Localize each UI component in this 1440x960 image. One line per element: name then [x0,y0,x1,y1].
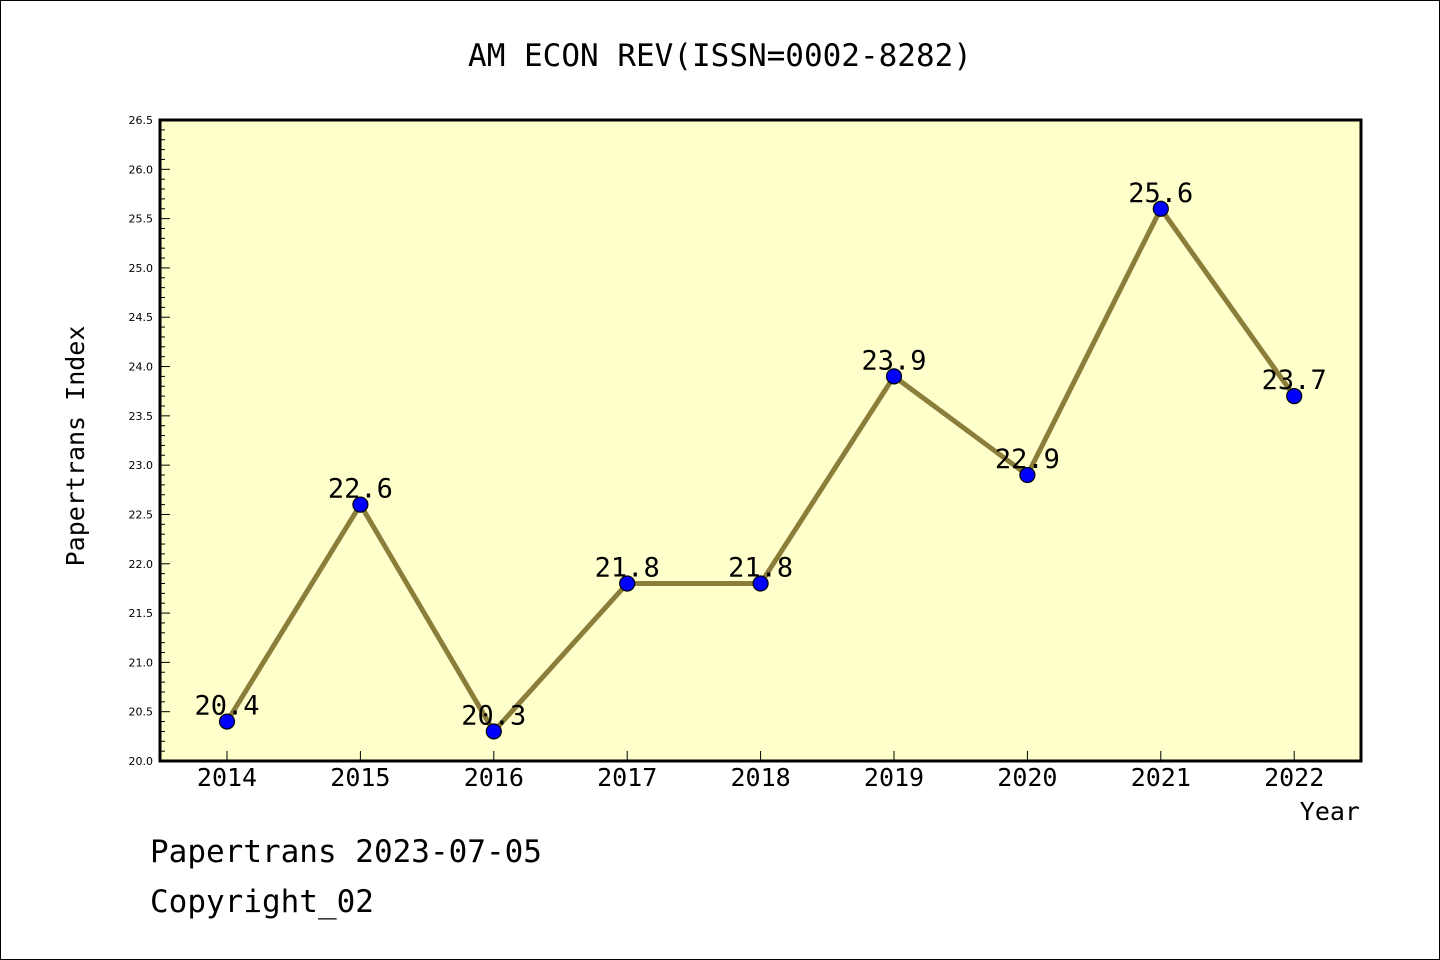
y-tick-label: 24.0 [129,361,154,374]
x-tick-label: 2014 [197,763,257,792]
data-label: 21.8 [595,552,660,583]
data-point [752,575,769,592]
plot-area [158,118,1363,763]
x-tick-label: 2018 [730,763,790,792]
y-tick-label: 24.5 [129,311,154,324]
x-tick-label: 2022 [1264,763,1324,792]
x-tick-label: 2016 [464,763,524,792]
y-tick-label: 20.5 [129,706,154,719]
data-point [218,713,236,730]
x-tick-label: 2020 [997,763,1057,792]
y-tick-label: 21.5 [129,607,154,620]
x-tick-label: 2021 [1131,763,1191,792]
data-labels: 20.4 22.6 20.3 21.8 21.8 23.9 22.9 25.6 23.7 [194,178,1326,732]
footer-copyright-line: Copyright_02 [150,884,374,920]
y-axis-label: Papertrans Index [61,326,90,567]
x-tick-label: 2015 [330,763,390,792]
y-tick-label: 25.5 [129,213,154,226]
y-tick-label: 21.0 [129,656,154,669]
data-label: 22.6 [328,474,393,505]
data-point [1152,200,1169,217]
data-point [485,723,502,740]
y-tick-label: 23.0 [129,459,154,472]
x-axis-label: Year [1300,797,1360,826]
data-point [1286,388,1303,405]
data-label: 23.9 [861,345,926,376]
x-tick-label: 2017 [597,763,657,792]
chart-title: AM ECON REV(ISSN=0002-8282) [468,38,972,74]
data-label: 25.6 [1128,178,1193,209]
x-axis: 2014 2015 2016 2017 2018 2019 2020 2021 2022 [197,751,1324,792]
y-tick-label: 22.5 [129,508,154,521]
data-point [619,575,636,592]
y-tick-label: 22.0 [129,558,154,571]
data-point [352,496,369,513]
y-tick-label: 26.0 [129,163,154,176]
y-axis: 20.0 20.5 21.0 21.5 22.0 22.5 23.0 23.5 24.0 24.5… [129,114,170,768]
y-tick-label: 20.0 [129,755,154,768]
x-tick-label: 2019 [864,763,924,792]
data-points [218,200,1303,740]
data-label: 21.8 [728,552,793,583]
data-label: 23.7 [1262,365,1327,396]
data-point [885,368,903,385]
y-tick-label: 25.0 [129,262,154,275]
data-point [1019,466,1036,484]
data-label: 22.9 [995,444,1060,475]
y-tick-label: 23.5 [129,410,154,423]
data-label: 20.3 [461,700,526,731]
data-label: 20.4 [194,691,259,722]
y-tick-label: 26.5 [129,114,154,127]
footer-date-line: Papertrans 2023-07-05 [150,834,542,870]
